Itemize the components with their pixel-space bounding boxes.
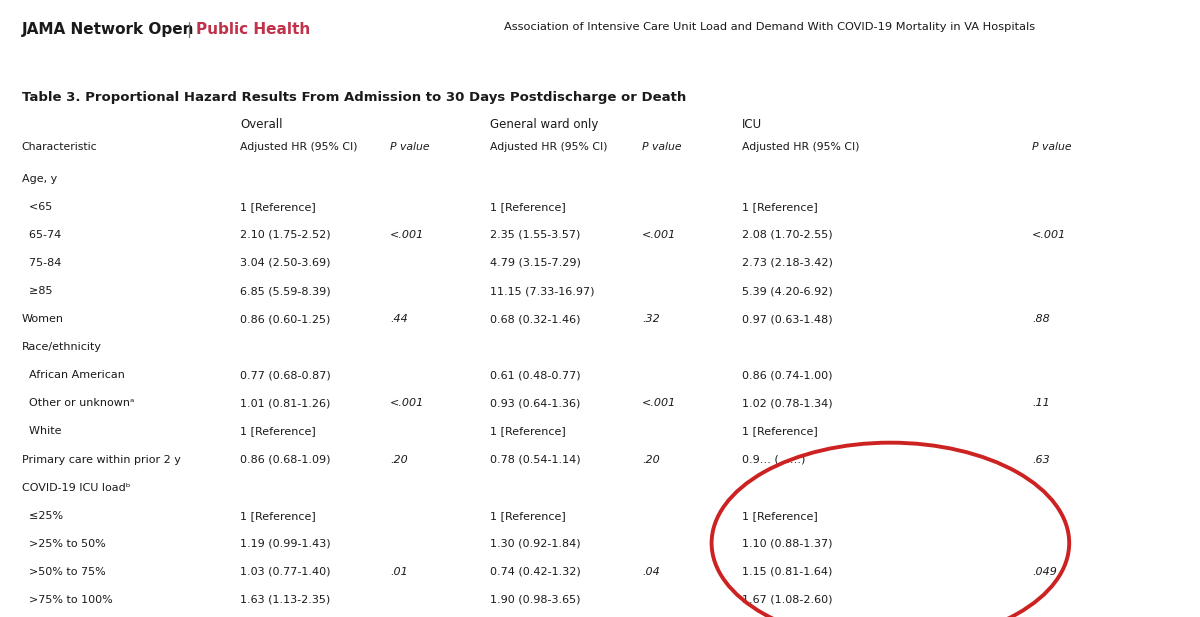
Text: P value: P value — [390, 142, 430, 152]
Text: 1 [Reference]: 1 [Reference] — [742, 511, 817, 521]
Text: .20: .20 — [390, 455, 408, 465]
Text: 0.78 (0.54-1.14): 0.78 (0.54-1.14) — [490, 455, 581, 465]
Text: General ward only: General ward only — [490, 118, 598, 131]
Text: 1 [Reference]: 1 [Reference] — [490, 426, 565, 436]
Text: 2.73 (2.18-3.42): 2.73 (2.18-3.42) — [742, 258, 833, 268]
Text: <.001: <.001 — [390, 230, 425, 240]
Text: Age, y: Age, y — [22, 174, 56, 184]
Text: 1.63 (1.13-2.35): 1.63 (1.13-2.35) — [240, 595, 330, 605]
Text: Other or unknownᵃ: Other or unknownᵃ — [22, 399, 134, 408]
Text: ICU: ICU — [742, 118, 762, 131]
Text: ≤25%: ≤25% — [22, 511, 62, 521]
Text: 1 [Reference]: 1 [Reference] — [490, 511, 565, 521]
Text: 1.30 (0.92-1.84): 1.30 (0.92-1.84) — [490, 539, 581, 549]
Text: 11.15 (7.33-16.97): 11.15 (7.33-16.97) — [490, 286, 594, 296]
Text: 0.86 (0.74-1.00): 0.86 (0.74-1.00) — [742, 370, 832, 380]
Text: Characteristic: Characteristic — [22, 142, 97, 152]
Text: 0.93 (0.64-1.36): 0.93 (0.64-1.36) — [490, 399, 580, 408]
Text: 1.19 (0.99-1.43): 1.19 (0.99-1.43) — [240, 539, 331, 549]
Text: 1.01 (0.81-1.26): 1.01 (0.81-1.26) — [240, 399, 330, 408]
Text: 4.79 (3.15-7.29): 4.79 (3.15-7.29) — [490, 258, 581, 268]
Text: <.001: <.001 — [642, 230, 677, 240]
Text: 0.9… (……): 0.9… (……) — [742, 455, 805, 465]
Text: COVID-19 ICU loadᵇ: COVID-19 ICU loadᵇ — [22, 482, 130, 492]
Text: 1.67 (1.08-2.60): 1.67 (1.08-2.60) — [742, 595, 832, 605]
Text: Adjusted HR (95% CI): Adjusted HR (95% CI) — [240, 142, 358, 152]
Text: 5.39 (4.20-6.92): 5.39 (4.20-6.92) — [742, 286, 833, 296]
Text: 1.02 (0.78-1.34): 1.02 (0.78-1.34) — [742, 399, 833, 408]
Text: 2.08 (1.70-2.55): 2.08 (1.70-2.55) — [742, 230, 833, 240]
Text: .049: .049 — [1032, 567, 1057, 577]
Text: 2.10 (1.75-2.52): 2.10 (1.75-2.52) — [240, 230, 331, 240]
Text: 1.03 (0.77-1.40): 1.03 (0.77-1.40) — [240, 567, 330, 577]
Text: >50% to 75%: >50% to 75% — [22, 567, 106, 577]
Text: |: | — [186, 22, 191, 38]
Text: ≥85: ≥85 — [22, 286, 52, 296]
Text: 1.10 (0.88-1.37): 1.10 (0.88-1.37) — [742, 539, 832, 549]
Text: <.001: <.001 — [1032, 230, 1067, 240]
Text: 1 [Reference]: 1 [Reference] — [742, 202, 817, 212]
Text: Women: Women — [22, 314, 64, 324]
Text: .88: .88 — [1032, 314, 1050, 324]
Text: P value: P value — [642, 142, 682, 152]
Text: 1 [Reference]: 1 [Reference] — [240, 426, 316, 436]
Text: 65-74: 65-74 — [22, 230, 61, 240]
Text: 0.86 (0.68-1.09): 0.86 (0.68-1.09) — [240, 455, 330, 465]
Text: <.001: <.001 — [390, 399, 425, 408]
Text: >25% to 50%: >25% to 50% — [22, 539, 106, 549]
Text: 1 [Reference]: 1 [Reference] — [240, 511, 316, 521]
Text: Race/ethnicity: Race/ethnicity — [22, 342, 102, 352]
Text: .04: .04 — [642, 567, 660, 577]
Text: Table 3. Proportional Hazard Results From Admission to 30 Days Postdischarge or : Table 3. Proportional Hazard Results Fro… — [22, 91, 686, 104]
Text: 0.74 (0.42-1.32): 0.74 (0.42-1.32) — [490, 567, 581, 577]
Text: 1.15 (0.81-1.64): 1.15 (0.81-1.64) — [742, 567, 832, 577]
Text: .44: .44 — [390, 314, 408, 324]
Text: .11: .11 — [1032, 399, 1050, 408]
Text: JAMA Network Open: JAMA Network Open — [22, 22, 194, 36]
Text: Association of Intensive Care Unit Load and Demand With COVID-19 Mortality in VA: Association of Intensive Care Unit Load … — [504, 22, 1036, 31]
Text: 0.61 (0.48-0.77): 0.61 (0.48-0.77) — [490, 370, 581, 380]
Text: 0.86 (0.60-1.25): 0.86 (0.60-1.25) — [240, 314, 330, 324]
Text: Public Health: Public Health — [196, 22, 310, 36]
Text: Adjusted HR (95% CI): Adjusted HR (95% CI) — [742, 142, 859, 152]
Text: White: White — [22, 426, 61, 436]
Text: P value: P value — [1032, 142, 1072, 152]
Text: .32: .32 — [642, 314, 660, 324]
Text: 75-84: 75-84 — [22, 258, 61, 268]
Text: 0.77 (0.68-0.87): 0.77 (0.68-0.87) — [240, 370, 331, 380]
Text: 2.35 (1.55-3.57): 2.35 (1.55-3.57) — [490, 230, 580, 240]
Text: African American: African American — [22, 370, 125, 380]
Text: Primary care within prior 2 y: Primary care within prior 2 y — [22, 455, 180, 465]
Text: 1.90 (0.98-3.65): 1.90 (0.98-3.65) — [490, 595, 580, 605]
Text: .63: .63 — [1032, 455, 1050, 465]
Text: .20: .20 — [642, 455, 660, 465]
Text: <.001: <.001 — [642, 399, 677, 408]
Text: 1 [Reference]: 1 [Reference] — [490, 202, 565, 212]
Text: Adjusted HR (95% CI): Adjusted HR (95% CI) — [490, 142, 607, 152]
Text: 0.97 (0.63-1.48): 0.97 (0.63-1.48) — [742, 314, 833, 324]
Text: >75% to 100%: >75% to 100% — [22, 595, 113, 605]
Text: 3.04 (2.50-3.69): 3.04 (2.50-3.69) — [240, 258, 330, 268]
Text: Overall: Overall — [240, 118, 282, 131]
Text: 0.68 (0.32-1.46): 0.68 (0.32-1.46) — [490, 314, 580, 324]
Text: 6.85 (5.59-8.39): 6.85 (5.59-8.39) — [240, 286, 331, 296]
Text: 1 [Reference]: 1 [Reference] — [240, 202, 316, 212]
Text: .01: .01 — [390, 567, 408, 577]
Text: <65: <65 — [22, 202, 52, 212]
Text: 1 [Reference]: 1 [Reference] — [742, 426, 817, 436]
